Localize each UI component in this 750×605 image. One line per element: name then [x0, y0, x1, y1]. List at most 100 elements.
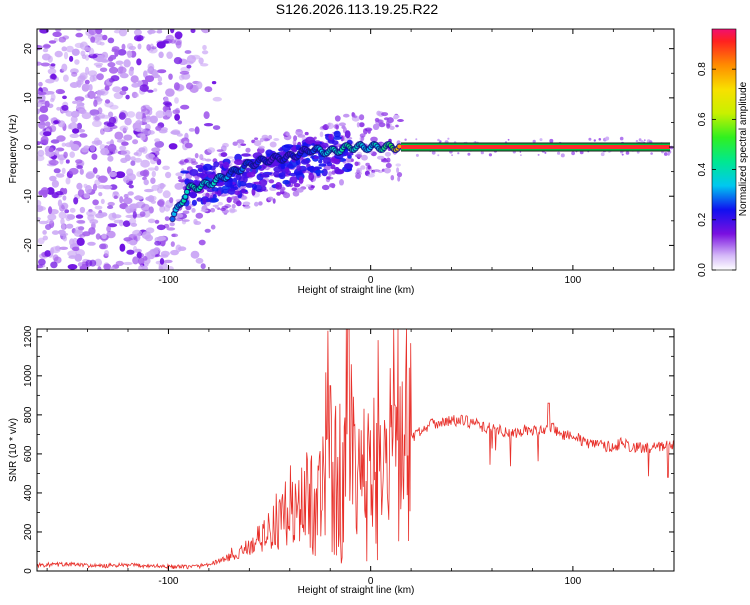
- spectrogram-speckle: [169, 222, 175, 227]
- spectrogram-speckle: [101, 233, 107, 239]
- spectrogram-speckle: [467, 152, 471, 156]
- spectrogram-speckle: [264, 138, 271, 141]
- spectrogram-speckle: [61, 63, 68, 72]
- spectrogram-speckle: [159, 182, 165, 190]
- spectrogram-speckle: [123, 59, 131, 68]
- spectrogram-speckle: [159, 205, 166, 213]
- spectrogram-speckle: [127, 43, 134, 50]
- spectrogram-speckle: [253, 140, 262, 147]
- spectrogram-speckle: [188, 127, 195, 132]
- spectrogram-speckle: [218, 181, 225, 186]
- spectrogram-speckle: [207, 147, 216, 154]
- figure-title: S126.2026.113.19.25.R22: [276, 1, 439, 17]
- spectrogram-speckle: [97, 107, 103, 115]
- spectrogram-speckle: [88, 29, 98, 36]
- spectrogram-speckle: [115, 260, 124, 266]
- spectrogram-speckle: [37, 44, 43, 51]
- spectrogram-speckle: [204, 228, 211, 233]
- ridge-point: [183, 194, 188, 199]
- spectrogram-speckle: [144, 234, 154, 242]
- ridge-point: [172, 212, 177, 216]
- spectrogram-speckle: [260, 185, 267, 192]
- spectrogram-speckle: [186, 64, 192, 69]
- spectrogram-speckle: [331, 183, 336, 189]
- spectrogram-speckle: [144, 75, 155, 83]
- spectrogram-speckle: [63, 74, 69, 82]
- spectrogram-speckle: [65, 45, 74, 53]
- spectrogram-speckle: [93, 62, 104, 67]
- spectrogram-speckle: [196, 81, 203, 90]
- spectrogram-y-label: Frequency (Hz): [8, 115, 19, 184]
- spectrogram-speckle: [92, 183, 98, 192]
- spectrogram-speckle: [273, 166, 283, 173]
- spectrogram-speckle: [53, 120, 59, 124]
- spectrogram-speckle: [40, 62, 51, 67]
- spectrogram-speckle: [211, 81, 217, 85]
- spectrogram-speckle: [77, 129, 86, 133]
- spectrogram-speckle: [268, 135, 272, 140]
- spectrogram-speckle: [178, 161, 185, 165]
- spectrogram-speckle: [85, 66, 90, 75]
- spectrogram-speckle: [121, 86, 129, 92]
- spectrogram-speckle: [151, 195, 157, 201]
- spectrogram-speckle: [52, 254, 59, 262]
- spectrogram-speckle: [210, 207, 216, 213]
- spectrogram-speckle: [280, 162, 286, 170]
- spectrogram-speckle: [203, 111, 210, 119]
- spectrogram-speckle: [370, 136, 378, 142]
- spectrogram-speckle: [117, 49, 127, 56]
- spectrogram-speckle: [87, 90, 96, 99]
- spectrogram-speckle: [200, 29, 211, 34]
- spectrogram-speckle: [258, 201, 263, 206]
- spectrogram-speckle: [396, 167, 400, 174]
- spectrogram-speckle: [669, 145, 674, 150]
- spectrogram-speckle: [120, 149, 131, 156]
- spectrogram-speckle: [63, 51, 69, 60]
- spectrogram-speckle: [142, 256, 148, 261]
- spectrogram-speckle: [73, 197, 79, 205]
- spectrogram-speckle: [112, 191, 119, 196]
- spectrogram-speckle: [314, 170, 325, 174]
- spectrogram-speckle: [166, 111, 171, 118]
- spectrogram-speckle: [451, 154, 453, 157]
- colorbar-tick-label: 0.6: [697, 112, 708, 126]
- spectrogram-speckle: [83, 193, 90, 199]
- spectrogram-speckle: [327, 138, 335, 144]
- spectrogram-speckle: [79, 133, 88, 138]
- spectrogram-speckle: [314, 141, 321, 145]
- spectrogram-speckle: [377, 119, 384, 124]
- colorbar-label: Normalized spectral amplitude: [738, 81, 749, 216]
- spectrogram-speckle: [195, 212, 204, 219]
- snr-panel: -100 0 100 0 200 400 600 800 1000 1200 Height of…: [8, 325, 675, 596]
- spectrogram-speckle: [109, 54, 117, 60]
- spectrogram-speckle: [125, 94, 130, 100]
- spectrogram-speckle: [91, 140, 99, 145]
- spectrogram-speckle: [353, 115, 357, 119]
- spectrogram-speckle: [154, 240, 162, 246]
- spectrogram-speckle: [127, 191, 134, 196]
- spectrogram-speckle: [139, 84, 149, 92]
- spectrogram-speckle: [146, 44, 151, 51]
- spectrogram-speckle: [361, 154, 368, 161]
- spectrogram-speckle: [328, 171, 332, 177]
- spectrogram-speckle: [221, 205, 229, 210]
- spectrogram-speckle: [154, 140, 165, 148]
- spectrogram-speckle: [130, 156, 136, 162]
- spectrogram-speckle: [115, 60, 124, 66]
- spectrogram-speckle: [58, 211, 67, 219]
- spectrogram-speckle: [237, 180, 242, 188]
- spectrogram-speckle: [50, 73, 57, 80]
- spectrogram-speckle: [69, 207, 76, 213]
- spectrogram-speckle: [175, 172, 185, 177]
- spectrogram-speckle: [37, 149, 45, 157]
- spectrogram-speckle: [232, 186, 239, 190]
- spectrogram-speckle: [286, 132, 291, 137]
- spectrogram-speckle: [76, 122, 82, 130]
- spectrogram-speckle: [344, 152, 354, 156]
- spectrogram-speckle: [304, 131, 309, 136]
- spectrogram-speckle: [100, 147, 110, 156]
- spectrogram-speckle: [210, 197, 219, 203]
- spectrogram-speckle: [96, 40, 102, 46]
- x-tick-label: -100: [158, 576, 178, 587]
- spectrogram-speckle: [143, 70, 148, 78]
